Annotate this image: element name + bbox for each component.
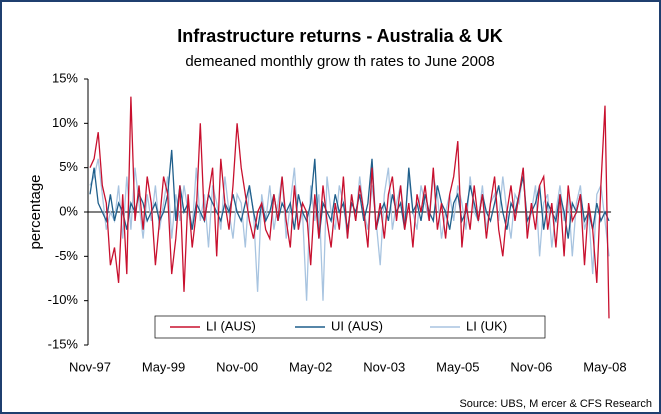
legend-label: LI (AUS): [206, 318, 256, 333]
legend-box: [154, 315, 546, 339]
x-tick-label: Nov-97: [69, 359, 111, 374]
y-tick-label: 15%: [52, 70, 78, 85]
x-tick-label: May-02: [289, 359, 332, 374]
y-tick-label: 5%: [59, 159, 78, 174]
legend-label: LI (UK): [466, 318, 507, 333]
chart-subtitle: demeaned monthly grow th rates to June 2…: [185, 53, 494, 70]
x-tick-label: Nov-00: [216, 359, 258, 374]
x-tick-label: May-99: [142, 359, 185, 374]
y-tick-label: 0%: [59, 203, 78, 218]
legend-label: UI (AUS): [331, 318, 383, 333]
x-tick-label: May-05: [436, 359, 479, 374]
x-tick-label: May-08: [583, 359, 626, 374]
source: Source: UBS, M ercer & CFS Research: [459, 398, 652, 410]
x-tick-label: Nov-03: [363, 359, 405, 374]
y-tick-label: 10%: [52, 115, 78, 130]
y-axis-label: percentage: [27, 174, 44, 249]
chart-title: Infrastructure returns - Australia & UK: [177, 26, 502, 46]
y-tick-label: -10%: [48, 292, 79, 307]
x-tick-label: Nov-06: [510, 359, 552, 374]
y-tick-label: -15%: [48, 336, 79, 351]
y-tick-label: -5%: [55, 248, 79, 263]
series-line: [89, 96, 610, 319]
